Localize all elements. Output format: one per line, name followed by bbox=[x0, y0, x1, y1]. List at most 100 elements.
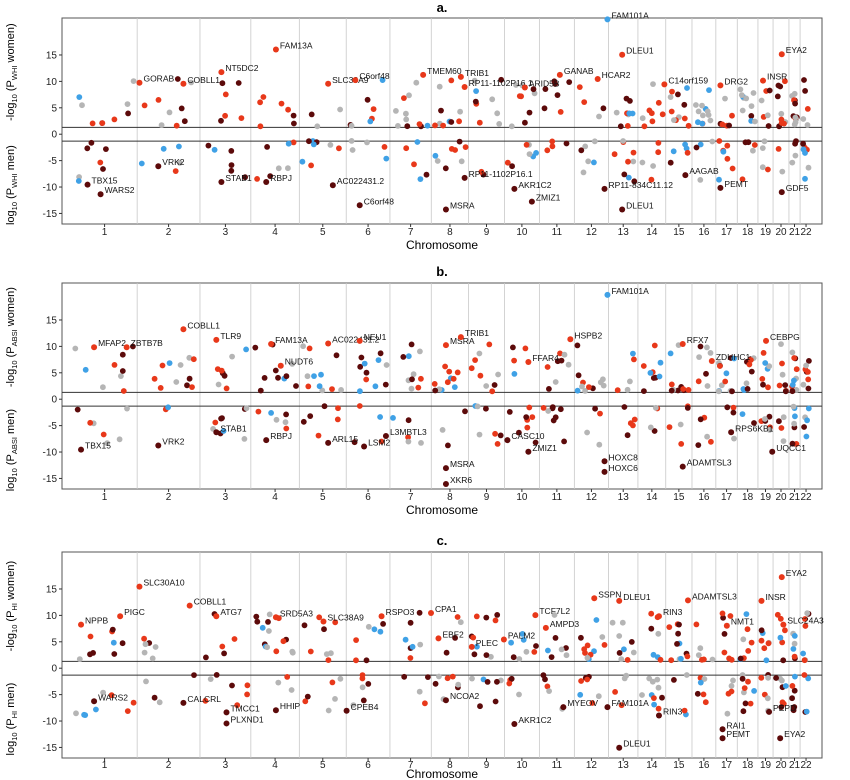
scatter-point bbox=[124, 708, 131, 714]
annotated-point bbox=[763, 337, 770, 344]
scatter-point bbox=[697, 343, 704, 350]
scatter-point bbox=[801, 424, 807, 430]
gene-label: ATG7 bbox=[220, 607, 242, 617]
scatter-point bbox=[81, 711, 87, 718]
scatter-point bbox=[745, 139, 752, 146]
scatter-point bbox=[522, 119, 528, 126]
scatter-point bbox=[776, 382, 783, 389]
scatter-point bbox=[721, 631, 728, 637]
scatter-point bbox=[82, 366, 89, 373]
annotated-point bbox=[442, 697, 449, 704]
scatter-point bbox=[526, 151, 533, 158]
scatter-point bbox=[282, 419, 289, 426]
x-tick-label: 17 bbox=[721, 492, 733, 503]
scatter-point bbox=[266, 628, 272, 634]
scatter-point bbox=[618, 656, 625, 663]
gene-label: CEBPG bbox=[770, 332, 800, 342]
scatter-point bbox=[758, 674, 765, 681]
scatter-point bbox=[706, 87, 712, 93]
scatter-point bbox=[125, 110, 131, 117]
scatter-point bbox=[584, 429, 590, 436]
scatter-point bbox=[243, 405, 250, 412]
scatter-point bbox=[510, 344, 516, 351]
gene-label: GANAB bbox=[564, 66, 594, 76]
annotated-point bbox=[268, 341, 275, 348]
scatter-point bbox=[379, 77, 386, 83]
scatter-point bbox=[752, 118, 758, 125]
scatter-point bbox=[476, 431, 483, 438]
scatter-point bbox=[789, 159, 796, 166]
scatter-point bbox=[719, 610, 726, 617]
scatter-point bbox=[293, 383, 299, 389]
scatter-point bbox=[307, 648, 314, 655]
annotated-point bbox=[180, 326, 187, 333]
annotated-point bbox=[272, 707, 279, 714]
scatter-point bbox=[337, 675, 344, 682]
scatter-point bbox=[231, 636, 238, 642]
x-tick-label: 5 bbox=[320, 760, 326, 771]
scatter-point bbox=[648, 610, 655, 617]
scatter-point bbox=[696, 354, 702, 360]
scatter-point bbox=[359, 672, 366, 678]
gene-label: ADAMTSL3 bbox=[692, 591, 737, 601]
x-tick-label: 3 bbox=[223, 227, 229, 238]
scatter-point bbox=[207, 676, 214, 682]
scatter-point bbox=[473, 88, 479, 94]
scatter-point bbox=[367, 118, 374, 125]
scatter-point bbox=[488, 653, 494, 660]
scatter-point bbox=[234, 702, 241, 709]
scatter-point bbox=[244, 691, 251, 698]
gene-label: NUDT6 bbox=[285, 357, 314, 367]
annotated-point bbox=[511, 185, 518, 192]
scatter-point bbox=[684, 653, 691, 660]
scatter-point bbox=[508, 639, 514, 646]
scatter-point bbox=[656, 373, 663, 380]
scatter-point bbox=[516, 691, 522, 698]
y-tick-label: 15 bbox=[46, 584, 58, 595]
scatter-point bbox=[405, 417, 412, 424]
gene-label: DLEU1 bbox=[623, 592, 651, 602]
scatter-point bbox=[760, 381, 766, 388]
scatter-point bbox=[215, 381, 222, 388]
scatter-point bbox=[541, 105, 548, 112]
scatter-point bbox=[625, 158, 631, 165]
scatter-point bbox=[418, 375, 424, 382]
scatter-point bbox=[581, 646, 588, 653]
annotated-point bbox=[457, 334, 464, 341]
scatter-point bbox=[780, 414, 787, 421]
x-tick-label: 13 bbox=[618, 492, 630, 503]
scatter-point bbox=[492, 698, 499, 705]
scatter-point bbox=[627, 378, 633, 385]
scatter-point bbox=[306, 138, 312, 145]
x-tick-label: 18 bbox=[742, 227, 754, 238]
scatter-point bbox=[159, 362, 166, 369]
scatter-point bbox=[305, 383, 312, 390]
scatter-point bbox=[404, 123, 411, 130]
scatter-point bbox=[724, 155, 731, 162]
scatter-point bbox=[805, 164, 812, 171]
scatter-point bbox=[790, 646, 797, 652]
scatter-point bbox=[189, 384, 195, 390]
scatter-point bbox=[457, 108, 463, 115]
scatter-point bbox=[315, 432, 322, 439]
scatter-point bbox=[545, 647, 551, 654]
annotated-point bbox=[601, 458, 608, 465]
scatter-point bbox=[181, 118, 188, 125]
x-axis-title: Chromosome bbox=[406, 767, 478, 780]
scatter-point bbox=[401, 95, 407, 101]
scatter-point bbox=[526, 109, 533, 116]
gene-label: PEMT bbox=[724, 179, 748, 189]
scatter-point bbox=[778, 704, 785, 710]
scatter-point bbox=[655, 99, 662, 106]
scatter-point bbox=[593, 617, 600, 623]
annotated-point bbox=[766, 708, 773, 715]
scatter-point bbox=[695, 119, 701, 126]
gene-label: TRIB1 bbox=[465, 328, 489, 338]
scatter-point bbox=[651, 342, 658, 349]
scatter-point bbox=[462, 408, 468, 415]
x-tick-label: 18 bbox=[742, 760, 754, 771]
scatter-point bbox=[617, 123, 624, 130]
annotated-point bbox=[97, 191, 104, 198]
